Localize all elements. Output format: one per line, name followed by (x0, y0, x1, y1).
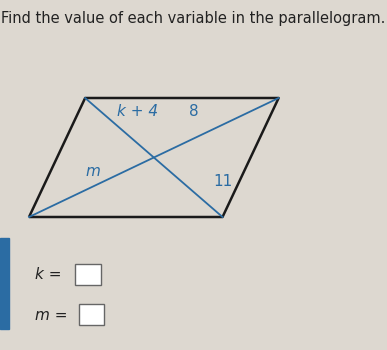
Text: k + 4: k + 4 (117, 104, 158, 119)
Text: k =: k = (35, 267, 61, 282)
Text: m: m (86, 164, 100, 179)
FancyBboxPatch shape (79, 304, 104, 325)
Text: 8: 8 (189, 104, 198, 119)
Bar (0, 238, 9, 329)
Text: m =: m = (35, 308, 67, 322)
Text: 11: 11 (213, 175, 232, 189)
FancyBboxPatch shape (75, 264, 101, 285)
Text: Find the value of each variable in the parallelogram.: Find the value of each variable in the p… (1, 10, 386, 26)
